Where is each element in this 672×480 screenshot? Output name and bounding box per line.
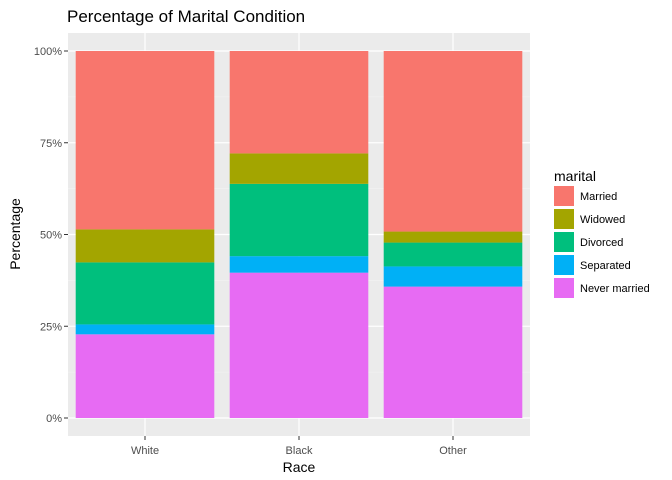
y-tick-label: 50% (40, 230, 62, 242)
bar-segment-black-widowed (229, 153, 369, 184)
y-axis: 0% 25% 50% 75% 100% (34, 46, 68, 425)
bar-segment-white-married (75, 51, 215, 230)
legend-key-widowed (554, 209, 574, 229)
legend-label-married: Married (580, 191, 617, 203)
bar-segment-white-widowed (75, 229, 215, 263)
y-tick-label: 25% (40, 321, 62, 333)
legend-key-divorced (554, 232, 574, 252)
y-tick-label: 0% (46, 413, 62, 425)
legend-title: marital (554, 168, 596, 184)
y-tick-label: 100% (34, 46, 62, 58)
y-tick-label: 75% (40, 138, 62, 150)
x-tick-label: Black (286, 445, 313, 457)
bar-segment-black-married (229, 51, 369, 154)
legend-label-separated: Separated (580, 260, 631, 272)
x-tick-label: White (131, 445, 159, 457)
bar-segment-other-widowed (383, 231, 523, 243)
legend-key-separated (554, 255, 574, 275)
bar-segment-white-separated (75, 324, 215, 335)
bar-segment-white-divorced (75, 262, 215, 325)
x-axis: White Black Other (131, 436, 467, 457)
bar-segment-black-separated (229, 256, 369, 273)
legend-label-never-married: Never married (580, 283, 650, 295)
chart-title: Percentage of Marital Condition (67, 7, 305, 26)
legend-key-married (554, 186, 574, 206)
legend-label-widowed: Widowed (580, 214, 625, 226)
bar-segment-other-married (383, 51, 523, 232)
bar-segment-other-never-married (383, 286, 523, 418)
bar-segment-other-divorced (383, 242, 523, 267)
bars (75, 51, 523, 418)
x-axis-title: Race (283, 459, 316, 475)
legend-label-divorced: Divorced (580, 237, 623, 249)
legend-key-never-married (554, 278, 574, 298)
y-axis-title: Percentage (7, 198, 23, 270)
x-tick-label: Other (439, 445, 467, 457)
bar-segment-black-never-married (229, 272, 369, 418)
bar-segment-white-never-married (75, 334, 215, 418)
bar-segment-other-separated (383, 266, 523, 287)
bar-segment-black-divorced (229, 183, 369, 257)
legend: marital Married Widowed Divorced Separated N… (554, 168, 650, 298)
